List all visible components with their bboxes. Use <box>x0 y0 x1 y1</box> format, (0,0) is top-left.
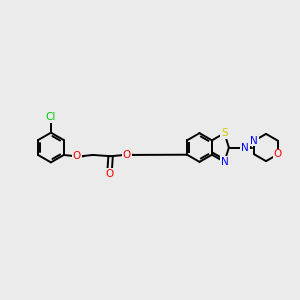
Text: O: O <box>123 150 131 160</box>
Text: O: O <box>73 151 81 161</box>
Text: N: N <box>241 142 249 152</box>
Text: N: N <box>220 157 228 167</box>
Text: O: O <box>105 169 113 179</box>
Text: N: N <box>250 136 258 146</box>
Text: O: O <box>274 149 282 159</box>
Text: Cl: Cl <box>46 112 56 122</box>
Text: S: S <box>221 128 228 138</box>
